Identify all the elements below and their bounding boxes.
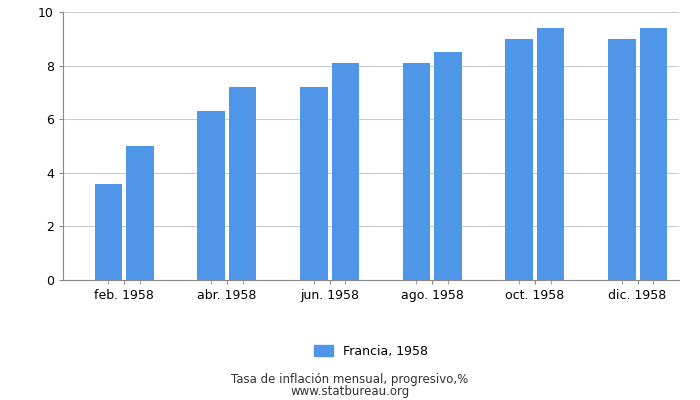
Bar <box>197 111 225 280</box>
Bar <box>402 63 430 280</box>
Bar <box>332 63 359 280</box>
Text: www.statbureau.org: www.statbureau.org <box>290 386 410 398</box>
Bar <box>608 39 636 280</box>
Bar <box>537 28 564 280</box>
Bar <box>94 184 122 280</box>
Text: Tasa de inflación mensual, progresivo,%: Tasa de inflación mensual, progresivo,% <box>232 374 468 386</box>
Bar <box>640 28 667 280</box>
Legend: Francia, 1958: Francia, 1958 <box>309 340 433 363</box>
Bar <box>229 87 256 280</box>
Bar <box>300 87 328 280</box>
Bar <box>505 39 533 280</box>
Bar <box>434 52 462 280</box>
Bar <box>126 146 154 280</box>
